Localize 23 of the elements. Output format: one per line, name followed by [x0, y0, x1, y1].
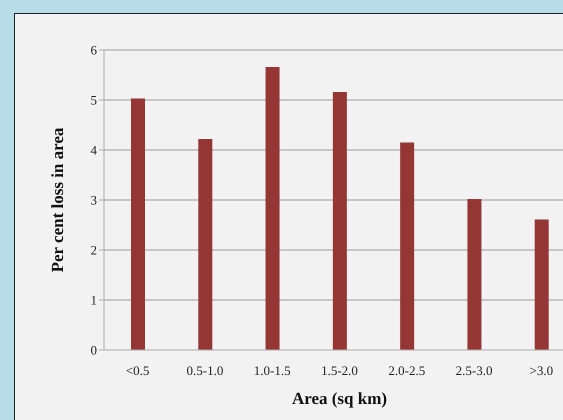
y-tick-label: 0 [90, 342, 97, 358]
x-tick-label: 1.0-1.5 [254, 363, 291, 378]
x-tick-label: 0.5-1.0 [186, 363, 224, 378]
y-tick-label: 5 [90, 92, 97, 108]
y-tick-label: 1 [90, 292, 97, 308]
bar [400, 142, 414, 350]
x-tick-label: >3.0 [530, 363, 554, 378]
y-axis-title: Per cent loss in area [48, 127, 68, 272]
bar [467, 199, 482, 350]
bar [534, 220, 549, 350]
y-tick-label: 6 [90, 42, 98, 58]
y-tick-label: 4 [90, 142, 98, 158]
y-tick-label: 3 [90, 192, 97, 208]
x-tick-label: 1.5-2.0 [321, 363, 358, 378]
bar [266, 67, 280, 350]
x-axis-title: Area (sq km) [292, 389, 388, 408]
x-tick-label: 2.5-3.0 [456, 363, 492, 378]
x-tick-label: 2.0-2.5 [388, 363, 426, 378]
bar [198, 139, 212, 350]
bar [131, 98, 145, 350]
y-tick-label: 2 [90, 242, 97, 258]
x-tick-label: <0.5 [126, 363, 150, 378]
bar [332, 92, 347, 350]
